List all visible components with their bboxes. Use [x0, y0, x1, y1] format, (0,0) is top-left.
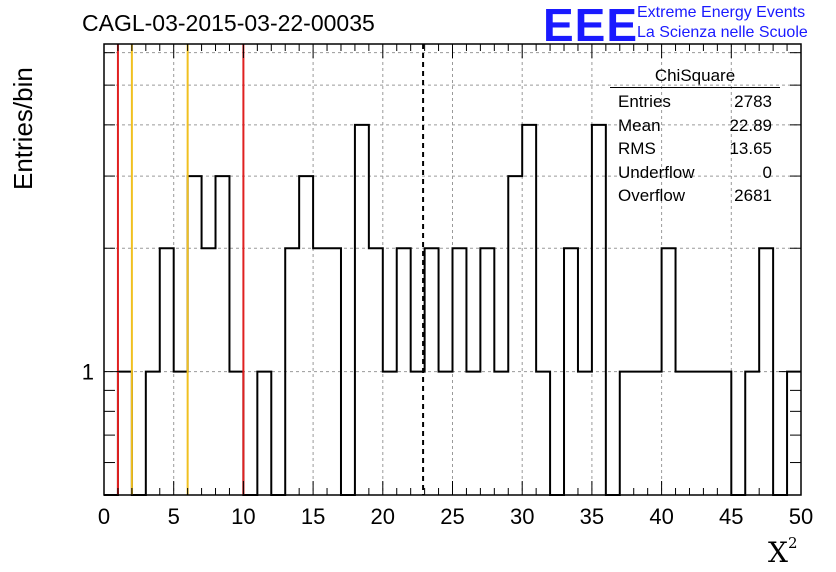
x-tick-label: 45 [719, 504, 743, 529]
stats-label: RMS [618, 139, 656, 158]
stats-label: Overflow [618, 186, 686, 205]
logo-line-1: Extreme Energy Events [637, 4, 806, 21]
stats-row-mean: Mean 22.89 [610, 114, 780, 138]
stats-label: Entries [618, 92, 671, 111]
x-tick-label: 0 [98, 504, 110, 529]
y-axis-label: Entries/bin [8, 67, 38, 190]
x-axis-label-sup: 2 [787, 533, 798, 552]
tick-labels: 0 5 10 15 20 25 30 35 40 45 50 1 [82, 360, 813, 529]
stats-value: 13.65 [729, 139, 772, 158]
stats-row-underflow: Underflow 0 [610, 161, 780, 185]
stats-row-entries: Entries 2783 [610, 90, 780, 114]
y-tick-label: 1 [82, 360, 94, 385]
x-tick-label: 20 [371, 504, 395, 529]
x-tick-label: 40 [649, 504, 673, 529]
x-axis-label: X2 [768, 533, 798, 569]
x-tick-label: 10 [231, 504, 255, 529]
stats-title: ChiSquare [610, 66, 780, 88]
eee-logo: EEE [543, 0, 639, 51]
stats-value: 2783 [734, 92, 772, 111]
stats-value: 22.89 [729, 115, 772, 135]
stats-value: 2681 [734, 186, 772, 205]
stats-row-rms: RMS 13.65 [610, 137, 780, 161]
axis-ticks [103, 44, 802, 495]
stats-row-overflow: Overflow 2681 [610, 184, 780, 208]
x-tick-label: 25 [440, 504, 464, 529]
x-tick-label: 30 [510, 504, 534, 529]
logo-line-2: La Scienza nelle Scuole [637, 24, 808, 41]
stats-label: Mean [618, 115, 661, 135]
stats-label: Underflow [618, 162, 695, 182]
chart-title: CAGL-03-2015-03-22-00035 [82, 10, 375, 36]
x-tick-label: 50 [789, 504, 813, 529]
x-tick-label: 15 [301, 504, 325, 529]
x-tick-label: 35 [580, 504, 604, 529]
histogram-bins [104, 123, 801, 496]
x-tick-label: 5 [168, 504, 180, 529]
stats-box: ChiSquare Entries 2783 Mean 22.89 RMS 13… [610, 66, 780, 208]
reference-lines [116, 44, 425, 495]
x-axis-label-main: X [768, 536, 788, 569]
histogram-outline [104, 123, 801, 496]
stats-value: 0 [762, 162, 772, 182]
